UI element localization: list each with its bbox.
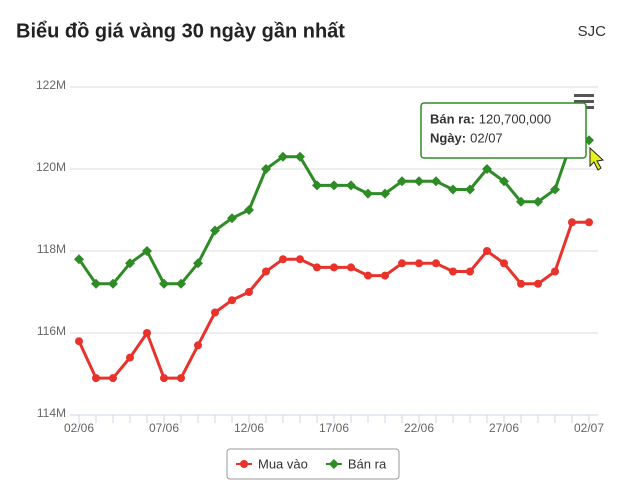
point	[193, 258, 203, 269]
x-tick-label: 02/07	[574, 421, 604, 435]
point	[75, 337, 83, 346]
legend[interactable]: Mua vào Bán ra	[226, 448, 400, 480]
point	[482, 164, 492, 174]
point	[347, 263, 355, 272]
x-tick-label: 02/06	[64, 421, 94, 435]
legend-box	[226, 448, 400, 480]
point	[278, 151, 288, 162]
point	[210, 225, 220, 236]
point	[227, 213, 237, 224]
chart-subtitle: SJC	[578, 23, 607, 40]
point	[431, 176, 441, 187]
point	[466, 267, 474, 276]
point	[415, 259, 423, 268]
point	[142, 246, 152, 256]
point	[125, 258, 135, 269]
point	[194, 341, 202, 350]
point	[398, 259, 406, 268]
point	[414, 176, 424, 187]
point	[328, 459, 339, 469]
x-tick-label: 27/06	[489, 421, 519, 435]
point	[159, 278, 169, 289]
x-tick-label: 22/06	[404, 421, 434, 435]
tooltip-date-label: Ngày:	[430, 130, 466, 145]
menu-bar	[574, 94, 594, 97]
point	[449, 267, 457, 276]
point	[240, 460, 248, 468]
point	[126, 353, 134, 362]
point	[244, 205, 254, 215]
point	[143, 329, 151, 337]
point	[381, 271, 389, 280]
point	[432, 259, 440, 268]
point	[211, 308, 219, 317]
x-tick-label: 17/06	[319, 421, 349, 435]
point	[160, 374, 168, 383]
point	[465, 184, 475, 195]
point	[568, 218, 576, 227]
legend-label: Mua vào	[258, 456, 308, 471]
y-tick-label: 122M	[36, 78, 66, 92]
point	[397, 176, 407, 187]
point	[550, 184, 560, 195]
point	[176, 278, 186, 289]
point	[296, 255, 304, 264]
tooltip-name: Bán ra:	[430, 111, 475, 126]
point	[74, 254, 84, 265]
point	[313, 263, 321, 272]
point	[364, 271, 372, 280]
point	[279, 255, 287, 264]
series-line	[77, 220, 589, 380]
point	[312, 180, 322, 191]
point	[533, 196, 543, 207]
point	[295, 151, 305, 162]
y-tick-label: 116M	[37, 324, 66, 338]
point	[499, 176, 509, 187]
point	[500, 259, 508, 268]
tooltip: Bán ra: 120,700,000 Ngày: 02/07	[420, 102, 587, 159]
point	[448, 184, 458, 195]
series-line	[77, 138, 589, 286]
point	[245, 288, 253, 296]
point	[108, 278, 118, 289]
point	[329, 180, 339, 191]
point	[380, 188, 390, 199]
cursor	[589, 146, 605, 171]
y-tick-label: 118M	[37, 242, 66, 256]
y-tick-label: 120M	[36, 160, 66, 174]
point	[109, 374, 117, 383]
point	[534, 279, 542, 288]
menu-bar	[574, 100, 594, 103]
x-tick-label: 12/06	[234, 421, 264, 435]
tooltip-value: 120,700,000	[479, 111, 551, 126]
point	[516, 196, 526, 207]
point	[330, 263, 338, 272]
point	[177, 374, 185, 383]
point	[261, 164, 271, 174]
y-tick-label: 114M	[37, 406, 66, 420]
point	[262, 267, 270, 276]
point	[483, 247, 491, 255]
point	[346, 180, 356, 191]
tooltip-date: 02/07	[470, 130, 503, 145]
chart-title: Biểu đồ giá vàng 30 ngày gần nhất	[16, 20, 345, 42]
point	[92, 374, 100, 383]
point	[517, 279, 525, 288]
point	[363, 188, 373, 199]
point	[551, 267, 559, 276]
x-tick-label: 07/06	[149, 421, 179, 435]
point	[91, 278, 101, 289]
point	[585, 218, 593, 227]
tooltip-box	[420, 102, 587, 159]
legend-label: Bán ra	[348, 456, 387, 471]
point	[228, 296, 236, 305]
